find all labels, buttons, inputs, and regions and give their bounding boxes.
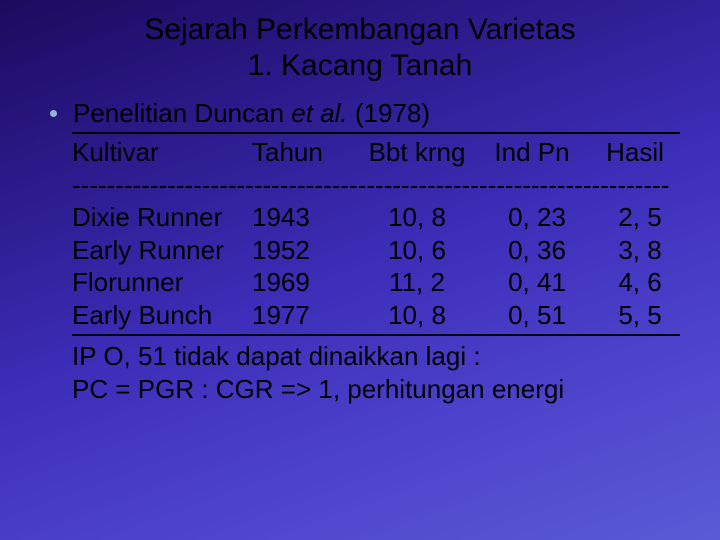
- footer-line-1: IP O, 51 tidak dapat dinaikkan lagi :: [72, 340, 680, 373]
- cell-ind: 0, 51: [482, 299, 592, 332]
- cell-hasil: 4, 6: [600, 266, 680, 299]
- bullet-text: Penelitian Duncan et al. (1978): [73, 98, 430, 129]
- cell-hasil: 5, 5: [600, 299, 680, 332]
- cell-bbt: 10, 8: [352, 201, 482, 234]
- header-ind: Ind Pn: [482, 136, 582, 169]
- underline-bottom: [72, 333, 680, 336]
- cell-tahun: 1943: [252, 201, 352, 234]
- cell-kultivar: Early Runner: [72, 234, 252, 267]
- cell-hasil: 3, 8: [600, 234, 680, 267]
- table-row: Florunner 1969 11, 2 0, 41 4, 6: [72, 266, 680, 299]
- header-tahun: Tahun: [252, 136, 352, 169]
- cell-bbt: 11, 2: [352, 266, 482, 299]
- cell-hasil: 2, 5: [600, 201, 680, 234]
- dash-separator: ----------------------------------------…: [72, 169, 680, 202]
- bullet-icon: [50, 110, 57, 117]
- cell-ind: 0, 36: [482, 234, 592, 267]
- table-row: Early Runner 1952 10, 6 0, 36 3, 8: [72, 234, 680, 267]
- footer-line-2: PC = PGR : CGR => 1, perhitungan energi: [72, 373, 680, 406]
- bullet-italic: et al.: [291, 98, 347, 128]
- title-line-2: 1. Kacang Tanah: [248, 49, 473, 82]
- cell-tahun: 1969: [252, 266, 352, 299]
- cell-kultivar: Early Bunch: [72, 299, 252, 332]
- cell-kultivar: Dixie Runner: [72, 201, 252, 234]
- cell-kultivar: Florunner: [72, 266, 252, 299]
- bullet-suffix: (1978): [348, 98, 430, 128]
- bullet-prefix: Penelitian Duncan: [73, 98, 291, 128]
- bullet-item: Penelitian Duncan et al. (1978): [50, 98, 680, 129]
- cell-bbt: 10, 8: [352, 299, 482, 332]
- underline-top: [72, 131, 680, 134]
- header-bbt: Bbt krng: [352, 136, 482, 169]
- cell-tahun: 1977: [252, 299, 352, 332]
- slide-title: Sejarah Perkembangan Varietas 1. Kacang …: [40, 12, 680, 84]
- cell-ind: 0, 23: [482, 201, 592, 234]
- header-kultivar: Kultivar: [72, 136, 252, 169]
- cell-ind: 0, 41: [482, 266, 592, 299]
- header-hasil: Hasil: [590, 136, 680, 169]
- cell-tahun: 1952: [252, 234, 352, 267]
- slide: Sejarah Perkembangan Varietas 1. Kacang …: [0, 0, 720, 540]
- table-header-row: Kultivar Tahun Bbt krng Ind Pn Hasil: [72, 136, 680, 169]
- table-row: Early Bunch 1977 10, 8 0, 51 5, 5: [72, 299, 680, 332]
- content-block: Kultivar Tahun Bbt krng Ind Pn Hasil ---…: [72, 131, 680, 405]
- table-row: Dixie Runner 1943 10, 8 0, 23 2, 5: [72, 201, 680, 234]
- cell-bbt: 10, 6: [352, 234, 482, 267]
- title-line-1: Sejarah Perkembangan Varietas: [144, 13, 575, 46]
